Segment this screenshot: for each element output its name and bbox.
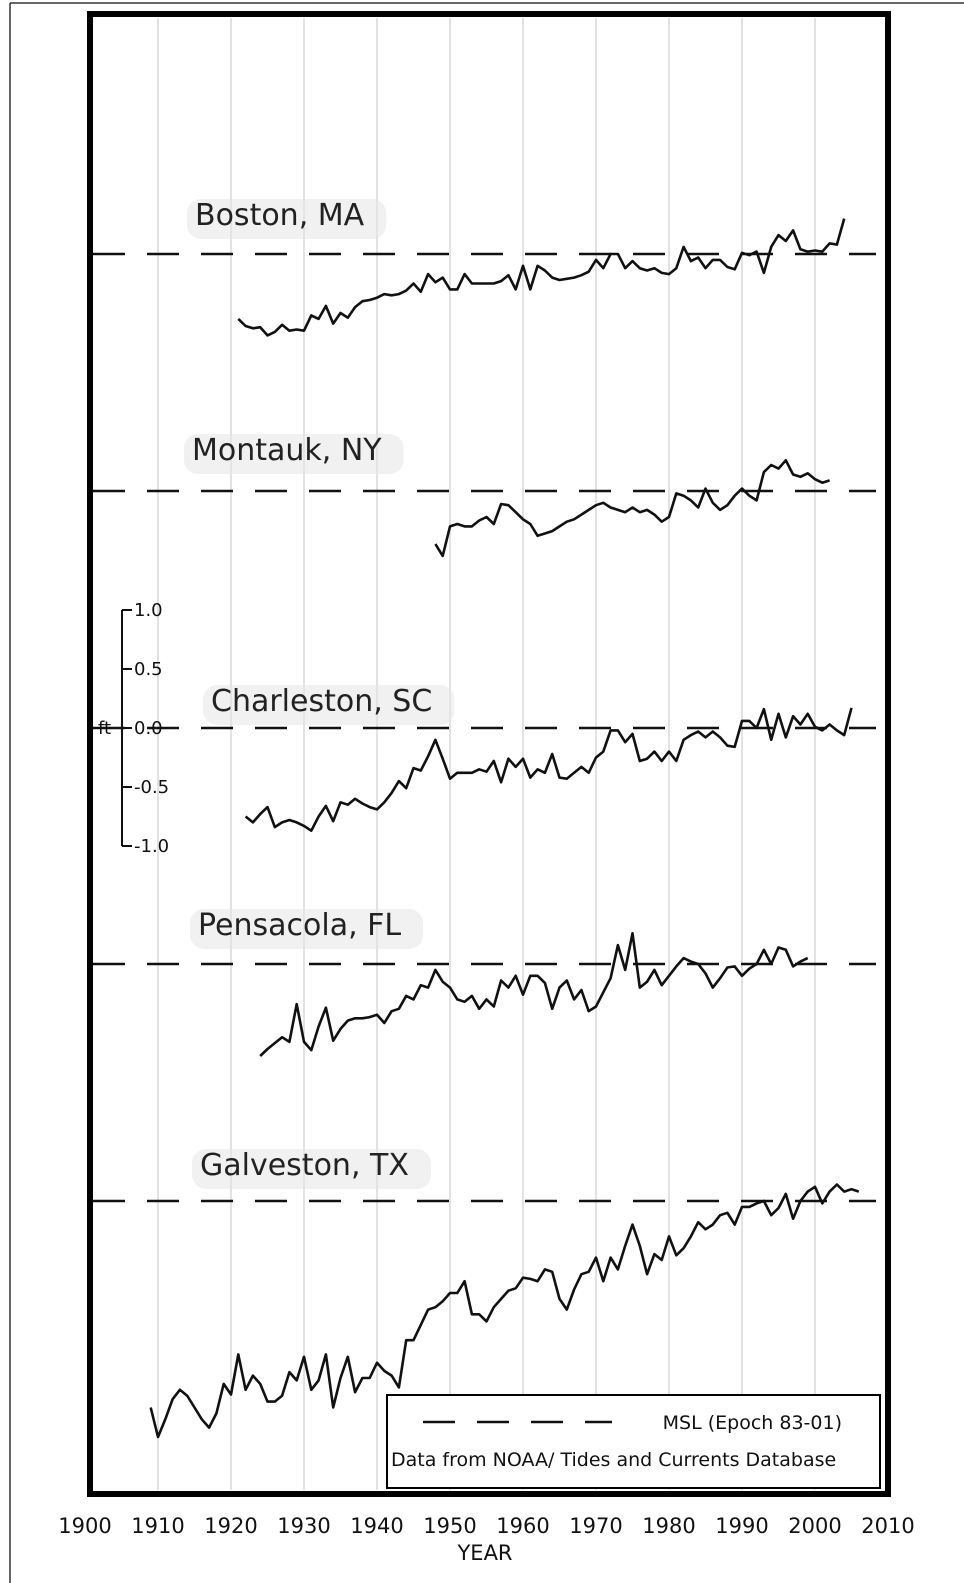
x-tick-label-1900: 1900: [58, 1514, 111, 1538]
plot-frame: [87, 11, 891, 1497]
x-tick-label-1950: 1950: [423, 1514, 476, 1538]
series-line-boston-ma: [237, 218, 846, 337]
station-label-galveston-tx: Galveston, TX: [200, 1148, 409, 1183]
station-label-shadow: [187, 199, 387, 239]
legend-source-label: Data from NOAA/ Tides and Currents Datab…: [391, 1449, 836, 1471]
scale-bar-tick-label: 0.0: [134, 718, 163, 739]
vertical-scale-bar: 1.0 0.5 0.0 -0.5 -1.0 ft: [98, 600, 169, 857]
legend-box: [386, 1394, 881, 1489]
station-label-charleston-sc: Charleston, SC: [211, 684, 432, 719]
x-tick-label-1980: 1980: [642, 1514, 695, 1538]
legend-msl-label: MSL (Epoch 83-01): [663, 1412, 842, 1434]
x-tick-label-1960: 1960: [496, 1514, 549, 1538]
x-tick-label-2000: 2000: [788, 1514, 841, 1538]
series-line-pensacola-fl: [259, 931, 809, 1057]
x-tick-label-1970: 1970: [569, 1514, 622, 1538]
series-line-galveston-tx: [149, 1183, 860, 1439]
series-line-montauk-ny: [434, 458, 830, 558]
x-tick-label-1990: 1990: [715, 1514, 768, 1538]
x-tick-label-1930: 1930: [277, 1514, 330, 1538]
x-tick-label-1920: 1920: [204, 1514, 257, 1538]
x-tick-label-2010: 2010: [861, 1514, 914, 1538]
station-label-montauk-ny: Montauk, NY: [192, 433, 382, 468]
station-label-shadow: [184, 434, 404, 474]
series-line-charleston-sc: [244, 707, 853, 833]
legend: MSL (Epoch 83-01) Data from NOAA/ Tides …: [386, 1394, 881, 1489]
x-tick-label-1940: 1940: [350, 1514, 403, 1538]
scale-bar-tick-label: 0.5: [134, 659, 163, 680]
station-label-shadow: [190, 909, 424, 949]
station-labels: Boston, MA Montauk, NY Charleston, SC Pensa…: [184, 198, 455, 1189]
station-label-pensacola-fl: Pensacola, FL: [198, 908, 401, 943]
scale-bar-unit-label: ft: [98, 718, 111, 739]
vertical-gridlines: [157, 18, 816, 1490]
scale-bar-tick-label: 1.0: [134, 600, 163, 621]
station-label-shadow: [192, 1149, 431, 1189]
series-lines: [149, 218, 860, 1439]
x-axis-tick-labels: 1900 1910 1920 1930 1940 1950 1960 1970 1980 1990…: [58, 1514, 914, 1538]
station-label-boston-ma: Boston, MA: [195, 198, 365, 233]
scale-bar-tick-label: -1.0: [134, 836, 169, 857]
station-label-shadow: [203, 685, 455, 725]
x-axis-label: YEAR: [456, 1541, 512, 1565]
scale-bar-tick-label: -0.5: [134, 777, 169, 798]
x-tick-label-1910: 1910: [131, 1514, 184, 1538]
